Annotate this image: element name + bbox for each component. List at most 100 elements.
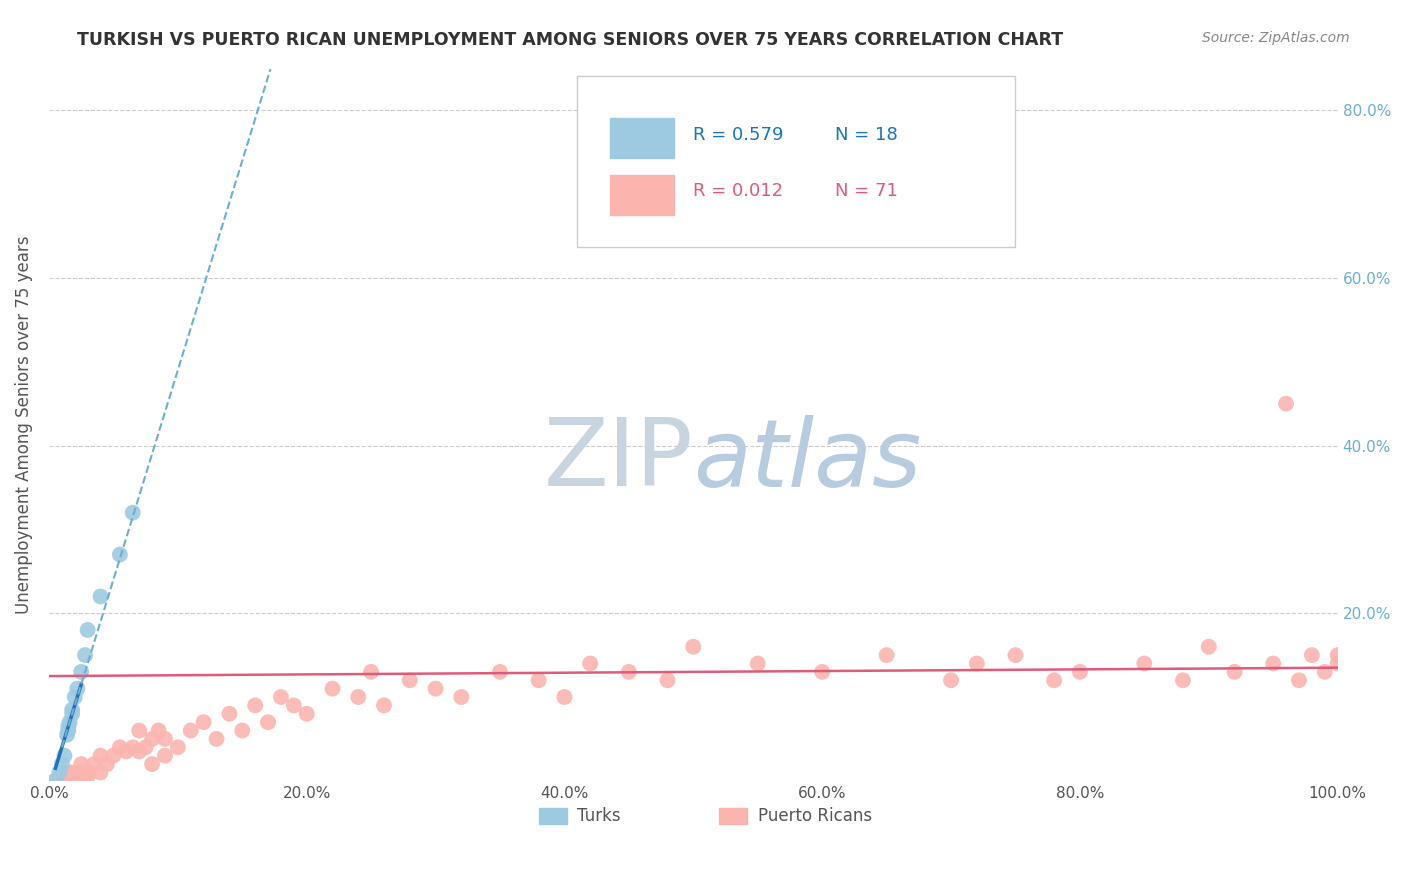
Point	[489, 665, 512, 679]
Point	[527, 673, 550, 688]
Point	[56, 728, 79, 742]
Point	[657, 673, 679, 688]
Point	[96, 757, 118, 772]
Point	[58, 765, 80, 780]
Point	[58, 723, 80, 738]
Point	[283, 698, 305, 713]
Point	[373, 698, 395, 713]
Point	[1004, 648, 1026, 662]
Point	[166, 740, 188, 755]
Point	[1133, 657, 1156, 671]
Text: atlas: atlas	[693, 415, 921, 506]
Point	[180, 723, 202, 738]
Point	[1275, 397, 1298, 411]
Point	[53, 748, 76, 763]
Text: N = 71: N = 71	[835, 183, 898, 201]
Text: R = 0.012: R = 0.012	[693, 183, 783, 201]
Point	[58, 719, 80, 733]
Point	[51, 757, 73, 772]
Point	[347, 690, 370, 704]
Point	[60, 703, 83, 717]
Bar	[538, 808, 567, 823]
Point	[1326, 657, 1348, 671]
Point	[70, 665, 93, 679]
Point	[70, 757, 93, 772]
Text: Puerto Ricans: Puerto Ricans	[758, 806, 872, 825]
Point	[141, 757, 163, 772]
Point	[115, 744, 138, 758]
Point	[450, 690, 472, 704]
Point	[48, 765, 70, 780]
Point	[231, 723, 253, 738]
Point	[153, 731, 176, 746]
Bar	[718, 808, 748, 823]
Point	[141, 731, 163, 746]
Point	[60, 765, 83, 780]
Point	[425, 681, 447, 696]
Text: N = 18: N = 18	[835, 126, 898, 144]
Point	[48, 773, 70, 788]
Point	[73, 648, 96, 662]
Point	[321, 681, 343, 696]
Point	[1198, 640, 1220, 654]
Point	[89, 748, 111, 763]
Point	[1326, 648, 1348, 662]
Y-axis label: Unemployment Among Seniors over 75 years: Unemployment Among Seniors over 75 years	[15, 235, 32, 614]
Point	[360, 665, 382, 679]
Point	[1223, 665, 1246, 679]
FancyBboxPatch shape	[578, 76, 1015, 246]
Point	[617, 665, 640, 679]
Point	[76, 623, 98, 637]
Point	[89, 590, 111, 604]
Point	[153, 748, 176, 763]
Point	[60, 706, 83, 721]
Point	[295, 706, 318, 721]
Point	[89, 765, 111, 780]
Point	[70, 765, 93, 780]
Text: R = 0.579: R = 0.579	[693, 126, 783, 144]
Point	[1263, 657, 1285, 671]
Point	[1313, 665, 1336, 679]
Point	[128, 723, 150, 738]
Point	[939, 673, 962, 688]
Text: Turks: Turks	[578, 806, 621, 825]
Point	[747, 657, 769, 671]
Point	[108, 548, 131, 562]
Point	[193, 715, 215, 730]
Point	[1288, 673, 1310, 688]
Point	[44, 773, 66, 788]
Point	[876, 648, 898, 662]
Text: TURKISH VS PUERTO RICAN UNEMPLOYMENT AMONG SENIORS OVER 75 YEARS CORRELATION CHA: TURKISH VS PUERTO RICAN UNEMPLOYMENT AMO…	[77, 31, 1063, 49]
Point	[257, 715, 280, 730]
Point	[148, 723, 170, 738]
Point	[76, 770, 98, 784]
Point	[51, 765, 73, 780]
Point	[53, 773, 76, 788]
Point	[579, 657, 602, 671]
Bar	[610, 176, 673, 215]
Point	[63, 690, 86, 704]
Point	[66, 681, 89, 696]
Point	[108, 740, 131, 755]
Point	[1043, 673, 1066, 688]
Point	[243, 698, 266, 713]
Point	[1171, 673, 1194, 688]
Text: ZIP: ZIP	[544, 414, 693, 507]
Point	[135, 740, 157, 755]
Point	[121, 506, 143, 520]
Text: Source: ZipAtlas.com: Source: ZipAtlas.com	[1202, 31, 1350, 45]
Point	[1069, 665, 1091, 679]
Point	[44, 773, 66, 788]
Point	[58, 715, 80, 730]
Point	[121, 740, 143, 755]
Point	[682, 640, 704, 654]
Bar	[610, 119, 673, 158]
Point	[966, 657, 988, 671]
Point	[398, 673, 420, 688]
Point	[205, 731, 228, 746]
Point	[270, 690, 292, 704]
Point	[553, 690, 575, 704]
Point	[128, 744, 150, 758]
Point	[1301, 648, 1323, 662]
Point	[811, 665, 834, 679]
